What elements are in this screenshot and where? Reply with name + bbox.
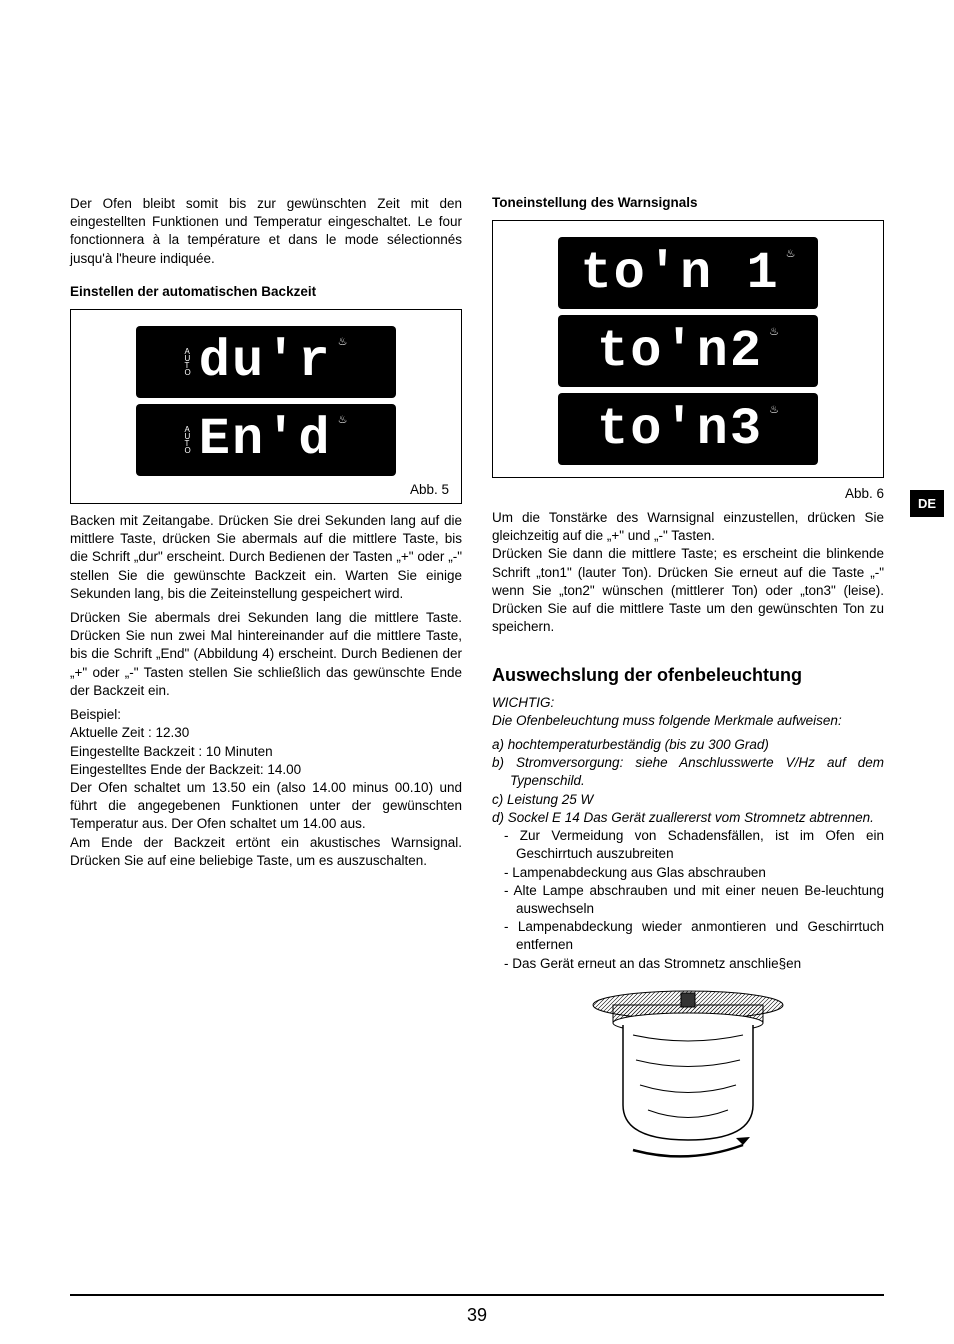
dash-2: - Lampenabdeckung aus Glas abschrauben	[496, 864, 884, 882]
list-a: a) hochtemperaturbeständig (bis zu 300 G…	[492, 736, 884, 754]
right-p1: Um die Tonstärke des Warnsignal einzuste…	[492, 509, 884, 545]
pot-icon: ♨	[338, 335, 348, 348]
right-column: Toneinstellung des Warnsignals to'n 1 ♨ …	[492, 195, 884, 1160]
right-p2: Drücken Sie dann die mittlere Taste; es …	[492, 545, 884, 636]
page-number: 39	[0, 1305, 954, 1326]
auto-icon: AUTO	[185, 426, 191, 455]
left-p4d: Eingestelltes Ende der Backzeit: 14.00	[70, 761, 462, 779]
pot-icon: ♨	[769, 403, 779, 416]
list-b: b) Stromversorgung: siehe Anschlusswerte…	[492, 754, 884, 790]
left-p2: Backen mit Zeitangabe. Drücken Sie drei …	[70, 512, 462, 603]
figure-5: AUTO du'r ♨ AUTO En'd ♨ Abb. 5	[70, 309, 462, 504]
right-wichtig: WICHTIG:	[492, 694, 884, 712]
left-p3: Drücken Sie abermals drei Sekunden lang …	[70, 609, 462, 700]
lamp-illustration	[578, 985, 798, 1160]
pot-icon: ♨	[786, 247, 796, 260]
display-end: AUTO En'd ♨	[136, 404, 396, 476]
figure-6: to'n 1 ♨ to'n2 ♨ to'n3 ♨	[492, 220, 884, 478]
display-dur-text: du'r	[199, 332, 332, 391]
left-h1: Einstellen der automatischen Backzeit	[70, 284, 462, 299]
display-end-text: En'd	[199, 410, 332, 469]
display-ton3-text: to'n3	[597, 400, 763, 459]
left-p6: Am Ende der Backzeit ertönt ein akustisc…	[70, 834, 462, 870]
display-ton3: to'n3 ♨	[558, 393, 818, 465]
bottom-rule	[70, 1294, 884, 1296]
left-p4c: Eingestellte Backzeit : 10 Minuten	[70, 743, 462, 761]
list-c: c) Leistung 25 W	[492, 791, 884, 809]
dash-5: - Das Gerät erneut an das Stromnetz ansc…	[496, 955, 884, 973]
fig6-caption: Abb. 6	[492, 486, 884, 501]
dash-3: - Alte Lampe abschrauben und mit einer n…	[496, 882, 884, 918]
left-p4a: Beispiel:	[70, 706, 462, 724]
left-p5: Der Ofen schaltet um 13.50 ein (also 14.…	[70, 779, 462, 834]
left-column: Der Ofen bleibt somit bis zur gewünschte…	[70, 195, 462, 1160]
pot-icon: ♨	[338, 413, 348, 426]
auto-icon: AUTO	[185, 348, 191, 377]
right-p3: Die Ofenbeleuchtung muss folgende Merkma…	[492, 712, 884, 730]
right-h1: Toneinstellung des Warnsignals	[492, 195, 884, 210]
dash-4: - Lampenabdeckung wieder anmontieren und…	[496, 918, 884, 954]
fig5-caption: Abb. 5	[83, 482, 449, 497]
list-d: d) Sockel E 14 Das Gerät zuallererst vom…	[492, 809, 884, 827]
left-p1: Der Ofen bleibt somit bis zur gewünschte…	[70, 195, 462, 268]
pot-icon: ♨	[769, 325, 779, 338]
right-h2: Auswechslung der ofenbeleuchtung	[492, 665, 884, 686]
dash-1: - Zur Vermeidung von Schadensfällen, ist…	[496, 827, 884, 863]
page-content: Der Ofen bleibt somit bis zur gewünschte…	[0, 0, 954, 1200]
display-ton2-text: to'n2	[597, 322, 763, 381]
display-dur: AUTO du'r ♨	[136, 326, 396, 398]
display-ton1: to'n 1 ♨	[558, 237, 818, 309]
lang-tab: DE	[910, 490, 944, 517]
left-p4b: Aktuelle Zeit : 12.30	[70, 724, 462, 742]
display-ton1-text: to'n 1	[580, 244, 779, 303]
display-ton2: to'n2 ♨	[558, 315, 818, 387]
